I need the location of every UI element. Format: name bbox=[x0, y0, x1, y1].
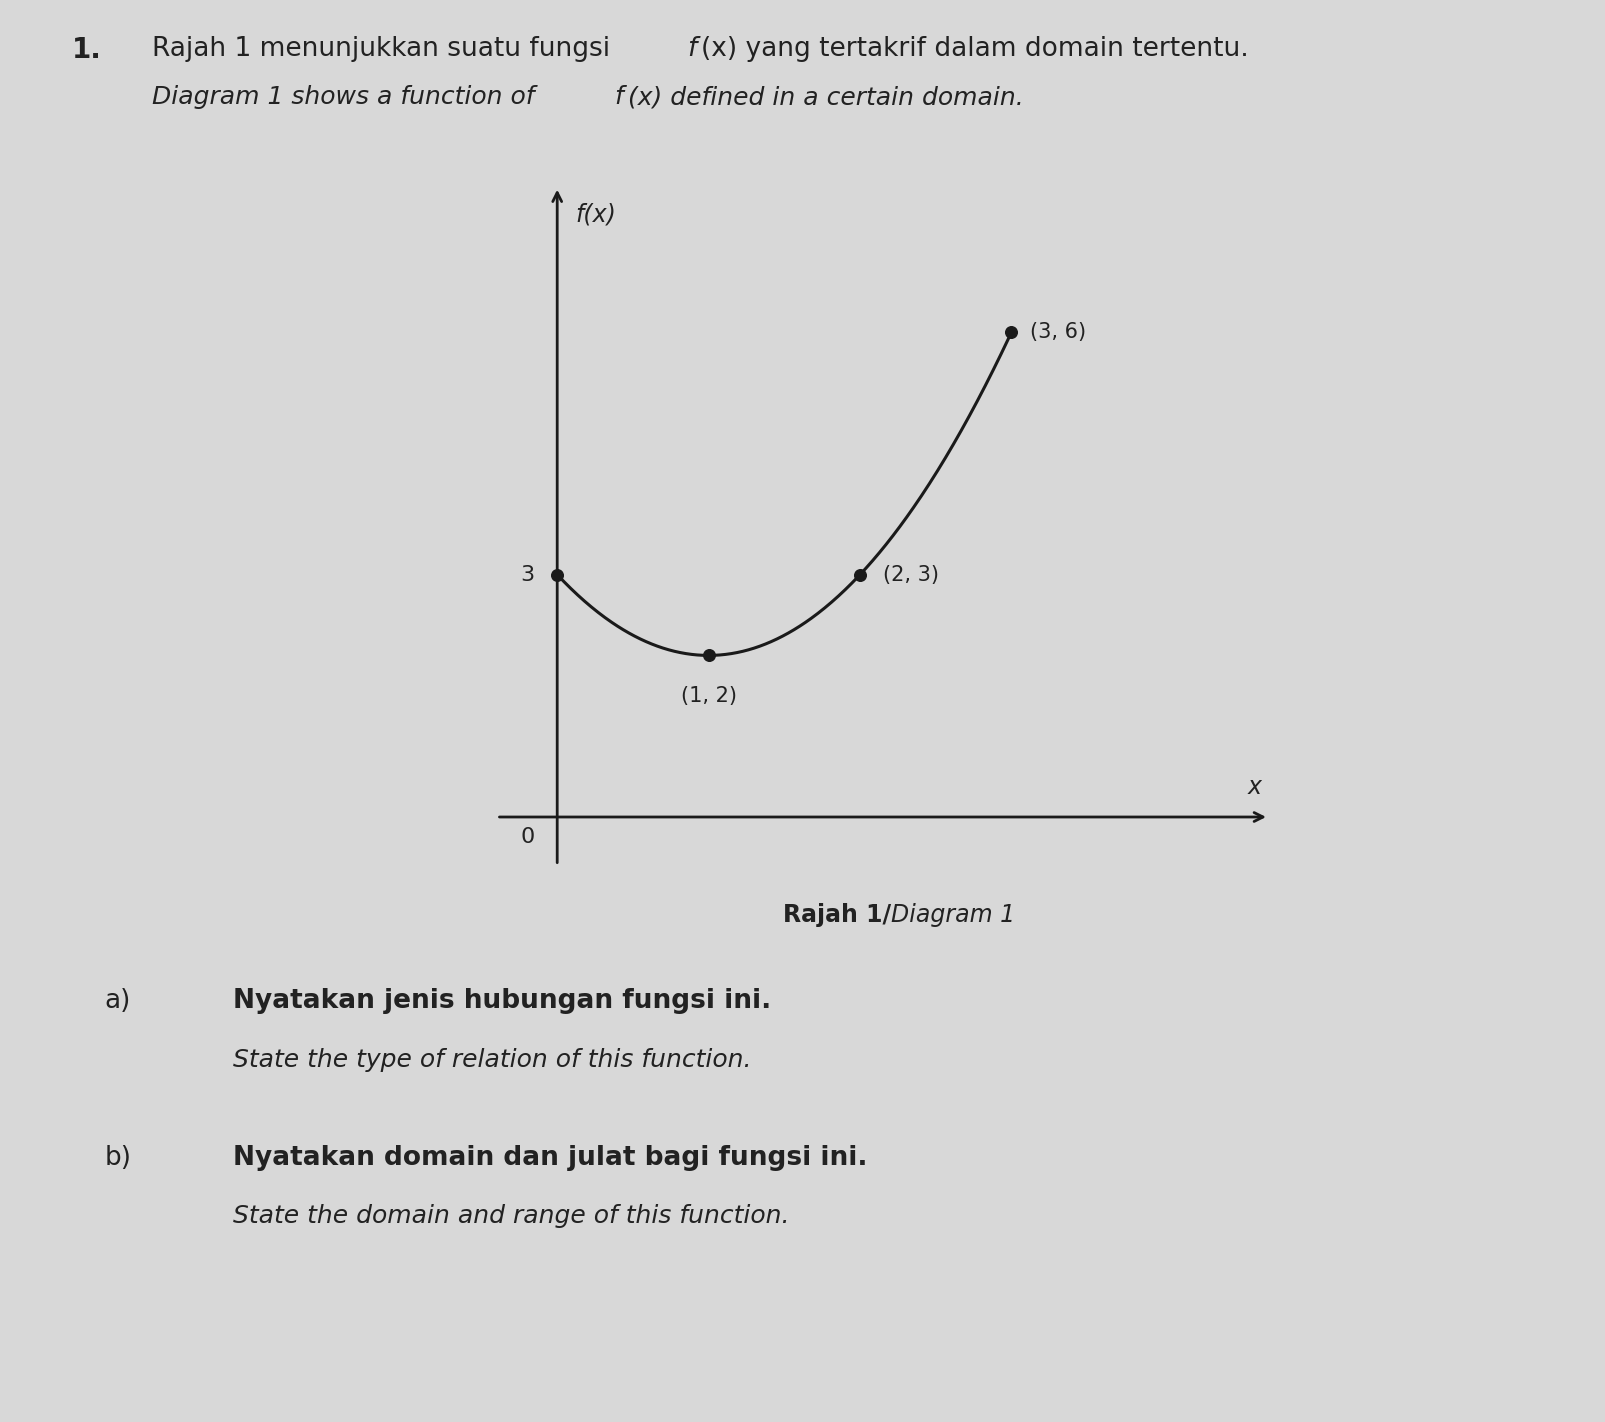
Text: Rajah 1/: Rajah 1/ bbox=[783, 903, 891, 927]
Text: f: f bbox=[687, 36, 697, 61]
Text: b): b) bbox=[104, 1145, 132, 1170]
Text: (3, 6): (3, 6) bbox=[1030, 323, 1085, 343]
Text: Diagram 1: Diagram 1 bbox=[891, 903, 1014, 927]
Text: 3: 3 bbox=[520, 565, 534, 584]
Text: State the type of relation of this function.: State the type of relation of this funct… bbox=[233, 1048, 751, 1072]
Text: 0: 0 bbox=[520, 826, 534, 846]
Text: (x) defined in a certain domain.: (x) defined in a certain domain. bbox=[628, 85, 1024, 109]
Text: Nyatakan jenis hubungan fungsi ini.: Nyatakan jenis hubungan fungsi ini. bbox=[233, 988, 770, 1014]
Text: a): a) bbox=[104, 988, 130, 1014]
Point bbox=[697, 644, 722, 667]
Text: Rajah 1 menunjukkan suatu fungsi: Rajah 1 menunjukkan suatu fungsi bbox=[152, 36, 620, 61]
Text: Nyatakan domain dan julat bagi fungsi ini.: Nyatakan domain dan julat bagi fungsi in… bbox=[233, 1145, 867, 1170]
Text: f(x): f(x) bbox=[575, 203, 616, 228]
Text: State the domain and range of this function.: State the domain and range of this funct… bbox=[233, 1204, 790, 1229]
Text: (x) yang tertakrif dalam domain tertentu.: (x) yang tertakrif dalam domain tertentu… bbox=[701, 36, 1249, 61]
Text: 1.: 1. bbox=[72, 36, 103, 64]
Text: Diagram 1 shows a function of: Diagram 1 shows a function of bbox=[152, 85, 542, 109]
Point bbox=[544, 563, 570, 586]
Text: (2, 3): (2, 3) bbox=[883, 565, 939, 584]
Text: f: f bbox=[615, 85, 623, 109]
Point bbox=[847, 563, 873, 586]
Text: (1, 2): (1, 2) bbox=[681, 687, 737, 707]
Point bbox=[998, 321, 1024, 344]
Text: x: x bbox=[1247, 775, 1262, 799]
